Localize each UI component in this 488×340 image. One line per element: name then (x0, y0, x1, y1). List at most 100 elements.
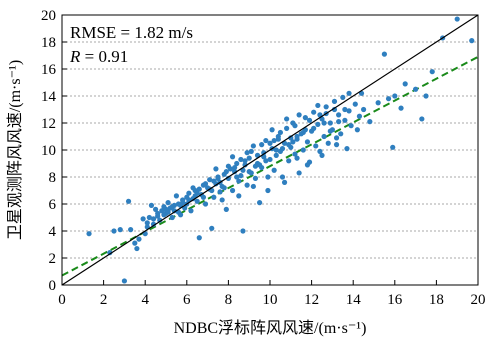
data-point-144 (277, 129, 283, 136)
data-point-4 (121, 278, 127, 284)
data-point-190 (284, 116, 290, 122)
x-tick-label-10: 10 (263, 292, 278, 308)
data-point-156 (273, 147, 279, 153)
data-point-109 (346, 108, 352, 114)
data-point-36 (194, 198, 200, 204)
data-point-118 (390, 144, 396, 150)
data-point-149 (202, 181, 209, 187)
data-point-170 (252, 163, 259, 169)
data-point-200 (304, 162, 311, 168)
x-tick-label-18: 18 (429, 292, 444, 308)
data-point-176 (165, 209, 171, 215)
y-tick-label-8: 8 (49, 170, 57, 186)
data-point-151 (171, 208, 177, 214)
data-point-142 (144, 220, 150, 226)
data-point-206 (236, 193, 242, 199)
data-point-146 (248, 148, 254, 154)
data-point-119 (392, 93, 398, 99)
r-value: = 0.91 (80, 47, 128, 66)
data-point-16 (153, 206, 159, 212)
data-point-189 (169, 204, 175, 210)
data-point-51 (225, 175, 231, 181)
data-point-169 (267, 140, 273, 146)
data-point-13 (146, 214, 152, 221)
data-point-108 (344, 146, 350, 152)
data-point-85 (296, 170, 302, 176)
data-point-134 (271, 137, 277, 144)
data-point-191 (296, 112, 302, 118)
data-point-98 (323, 104, 329, 110)
data-point-57 (238, 173, 244, 179)
data-point-14 (148, 202, 155, 208)
x-tick-label-20: 20 (471, 292, 486, 308)
data-point-177 (155, 210, 161, 217)
data-point-3 (117, 227, 123, 233)
data-point-40 (202, 201, 209, 207)
data-point-124 (423, 93, 429, 99)
data-point-128 (469, 38, 475, 44)
data-point-110 (348, 123, 354, 129)
r-annotation: R = 0.91 (69, 47, 128, 66)
data-point-44 (211, 194, 217, 200)
data-point-209 (294, 155, 300, 161)
data-point-99 (325, 140, 331, 146)
data-point-60 (244, 182, 250, 188)
data-point-95 (317, 148, 323, 154)
data-point-88 (302, 115, 308, 121)
data-point-207 (219, 197, 225, 203)
data-point-102 (331, 98, 338, 104)
data-point-182 (275, 136, 281, 142)
y-tick-label-16: 16 (41, 62, 57, 78)
data-point-133 (286, 142, 292, 148)
data-point-143 (292, 123, 298, 129)
data-point-201 (281, 179, 288, 185)
data-point-58 (240, 228, 246, 234)
data-point-56 (236, 178, 242, 184)
x-tick-label-2: 2 (100, 292, 108, 308)
data-points (86, 16, 475, 284)
x-tick-label-6: 6 (183, 292, 191, 308)
data-point-70 (265, 187, 271, 194)
data-point-8 (134, 245, 140, 252)
regression-fit-line (61, 55, 479, 277)
x-tick-label-8: 8 (225, 292, 233, 308)
data-point-69 (263, 137, 269, 144)
data-point-130 (331, 106, 338, 113)
data-point-122 (413, 86, 419, 92)
data-point-93 (313, 143, 319, 149)
data-point-74 (273, 152, 279, 158)
data-point-18 (157, 217, 163, 223)
data-point-152 (311, 125, 317, 131)
data-point-197 (229, 154, 236, 160)
x-tick-label-0: 0 (58, 292, 66, 308)
data-point-7 (132, 240, 138, 246)
data-point-54 (232, 169, 238, 175)
data-point-194 (315, 102, 321, 109)
data-point-186 (215, 175, 221, 181)
data-point-187 (200, 194, 207, 200)
data-point-192 (259, 142, 265, 148)
data-point-154 (342, 106, 348, 113)
data-point-97 (321, 133, 327, 140)
data-point-181 (290, 139, 296, 145)
data-point-0 (86, 231, 92, 237)
data-point-125 (429, 69, 435, 75)
data-point-196 (269, 127, 275, 133)
data-point-167 (294, 133, 300, 140)
data-point-68 (261, 150, 267, 156)
data-point-92 (311, 109, 317, 115)
data-point-19 (159, 208, 165, 214)
data-point-155 (288, 135, 294, 141)
data-point-193 (244, 150, 250, 156)
data-point-24 (169, 214, 175, 221)
y-tick-label-20: 20 (41, 8, 56, 24)
data-point-107 (342, 117, 348, 123)
y-tick-label-0: 0 (49, 278, 57, 294)
data-point-165 (321, 120, 327, 126)
y-axis-ticks: 0 2 4 6 8 10 12 14 16 18 20 (41, 8, 67, 294)
data-point-63 (250, 143, 256, 149)
data-point-66 (257, 200, 263, 206)
data-point-112 (356, 113, 363, 119)
data-point-121 (402, 81, 408, 87)
data-point-87 (300, 147, 306, 153)
